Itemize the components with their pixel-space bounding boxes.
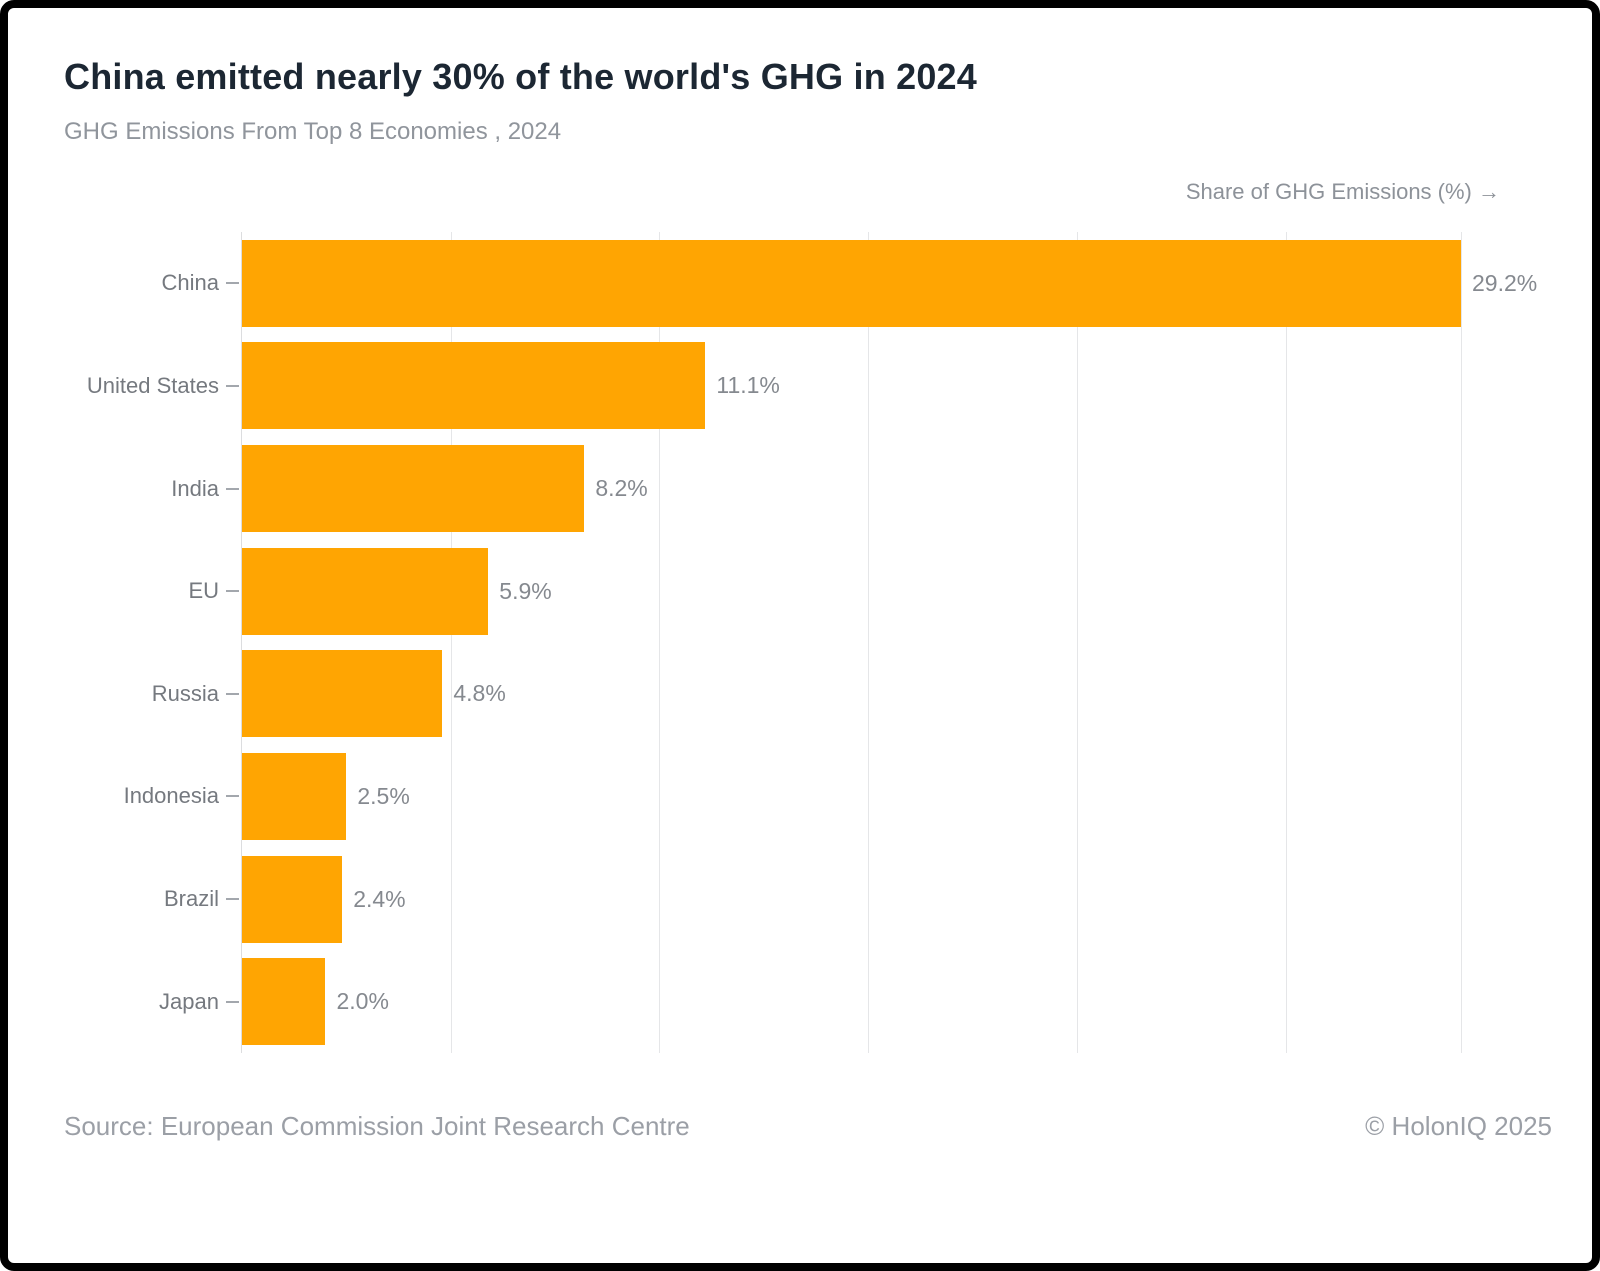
- bar-value-label: 5.9%: [499, 577, 552, 604]
- x-axis-title: Share of GHG Emissions (%) →: [1185, 179, 1500, 204]
- bar: [242, 239, 1461, 327]
- bar-row: 2.4%: [242, 848, 1461, 951]
- category-row: Indonesia: [64, 745, 241, 848]
- category-label: Brazil: [163, 886, 219, 912]
- bars-layer: 29.2% 11.1% 8.2% 5.9% 4.8% 2.5% 2.4% 2.0%: [242, 232, 1537, 1053]
- category-row: Japan: [64, 950, 241, 1053]
- axis-tick: [226, 384, 239, 387]
- category-row: China: [64, 232, 241, 335]
- bar-chart: China United States India EU Russia Indonesia…: [64, 232, 1552, 1053]
- category-axis: China United States India EU Russia Indonesia…: [64, 232, 241, 1053]
- chart-title: China emitted nearly 30% of the world's …: [64, 56, 977, 97]
- bar-row: 5.9%: [242, 540, 1461, 643]
- chart-page: China emitted nearly 30% of the world's …: [8, 8, 1592, 1263]
- bar: [242, 855, 343, 943]
- bar-row: 8.2%: [242, 437, 1461, 540]
- axis-tick: [226, 590, 239, 593]
- copyright-note: © HolonIQ 2025: [1365, 1111, 1552, 1141]
- gridline: [1461, 232, 1462, 1053]
- bar-value-label: 11.1%: [716, 372, 780, 399]
- bar: [242, 752, 347, 840]
- gridline: [868, 232, 870, 1053]
- axis-tick: [226, 282, 239, 285]
- category-label: Japan: [159, 988, 219, 1014]
- category-row: EU: [64, 540, 241, 643]
- gridline: [1076, 232, 1078, 1053]
- category-row: United States: [64, 335, 241, 438]
- bar-value-label: 2.0%: [336, 988, 389, 1015]
- bar: [242, 342, 706, 430]
- bar: [242, 445, 585, 533]
- category-label: United States: [86, 372, 219, 398]
- axis-tick: [226, 795, 239, 798]
- bar-value-label: 8.2%: [595, 475, 648, 502]
- gridline: [659, 232, 661, 1053]
- bar-value-label: 4.8%: [453, 680, 506, 707]
- axis-tick: [226, 1000, 239, 1003]
- grid-layer: [242, 232, 1462, 1053]
- bar: [242, 958, 326, 1046]
- gridline: [450, 232, 452, 1053]
- bar-row: 11.1%: [242, 335, 1461, 438]
- bar-value-label: 2.5%: [357, 782, 410, 809]
- axis-tick: [226, 692, 239, 695]
- chart-subtitle: GHG Emissions From Top 8 Economies , 202…: [64, 118, 562, 145]
- category-label: India: [171, 475, 219, 501]
- source-note: Source: European Commission Joint Resear…: [64, 1111, 690, 1141]
- bar: [242, 547, 489, 635]
- category-label: Indonesia: [123, 783, 219, 809]
- category-row: Russia: [64, 643, 241, 746]
- bar-row: 2.5%: [242, 745, 1461, 848]
- bar: [242, 650, 443, 738]
- gridline: [1285, 232, 1287, 1053]
- category-row: India: [64, 437, 241, 540]
- category-label: Russia: [151, 680, 219, 706]
- category-label: China: [161, 270, 219, 296]
- bar-value-label: 2.4%: [353, 885, 406, 912]
- axis-tick: [226, 487, 239, 490]
- bar-row: 4.8%: [242, 643, 1461, 746]
- category-label: EU: [188, 578, 219, 604]
- bar-row: 29.2%: [242, 232, 1537, 335]
- category-row: Brazil: [64, 848, 241, 951]
- bar-value-label: 29.2%: [1472, 269, 1538, 296]
- axis-tick: [226, 898, 239, 901]
- chart-footer: Source: European Commission Joint Resear…: [64, 1111, 1552, 1142]
- bar-row: 2.0%: [242, 950, 1461, 1053]
- plot-area: 29.2% 11.1% 8.2% 5.9% 4.8% 2.5% 2.4% 2.0%: [241, 232, 1537, 1053]
